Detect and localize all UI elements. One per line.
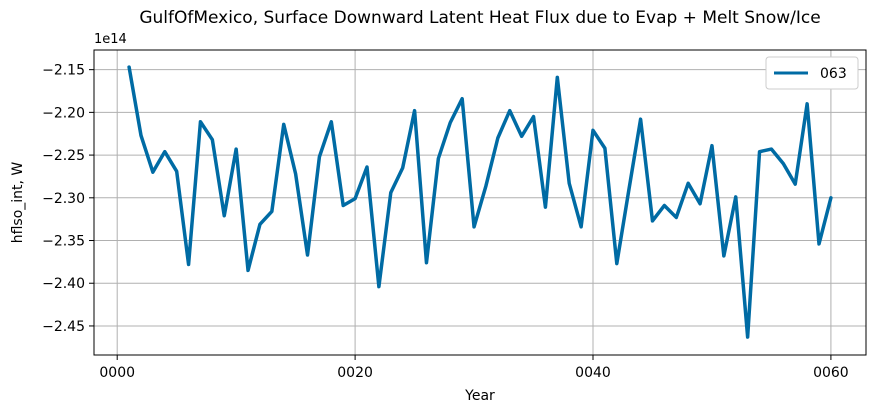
grid-lines [94, 50, 866, 355]
y-tick-label: −2.40 [42, 276, 85, 292]
legend-label: 063 [820, 66, 847, 82]
y-tick-label: −2.45 [42, 319, 85, 335]
series-layer [127, 65, 833, 339]
series-line-063 [127, 65, 833, 339]
x-tick-label: 0000 [99, 365, 135, 381]
y-tick-label: −2.30 [42, 191, 85, 207]
x-tick-label: 0060 [813, 365, 849, 381]
y-tick-label: −2.20 [42, 105, 85, 121]
chart-title: GulfOfMexico, Surface Downward Latent He… [139, 8, 820, 28]
x-tick-label: 0020 [337, 365, 373, 381]
y-axis-offset-label: 1e14 [94, 32, 127, 47]
y-axis-label: hflso_int, W [10, 162, 26, 244]
y-tick-label: −2.25 [42, 148, 85, 164]
legend: 063 [765, 56, 859, 90]
y-tick-label: −2.35 [42, 234, 85, 250]
y-tick-label: −2.15 [42, 63, 85, 79]
x-tick-label: 0040 [575, 365, 611, 381]
y-axis-ticks: −2.45 −2.40 −2.35 −2.30 −2.25 −2.20 −2.15 [42, 63, 94, 335]
x-axis-ticks: 0000 0020 0040 0060 [99, 355, 849, 381]
legend-box [765, 56, 859, 90]
x-axis-label: Year [464, 388, 495, 404]
plot-area [93, 49, 867, 356]
